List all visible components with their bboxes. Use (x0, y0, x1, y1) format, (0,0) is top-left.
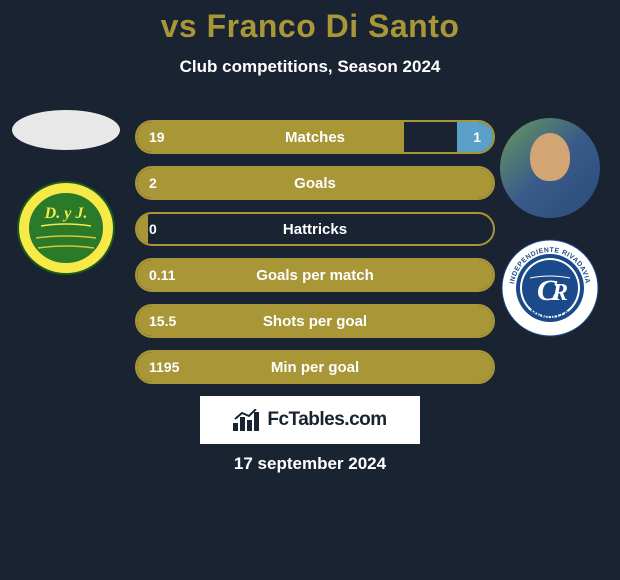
site-name: FcTables.com (267, 409, 386, 431)
stat-label: Shots per goal (137, 306, 493, 336)
page-subtitle: Club competitions, Season 2024 (0, 57, 620, 77)
stat-row: 0.11Goals per match (135, 258, 495, 292)
stats-bars: 19Matches1 2Goals 0Hattricks 0.11Goals per … (135, 120, 495, 396)
left-player-photo-placeholder (12, 110, 120, 150)
stat-right-value: 1 (473, 122, 481, 152)
stat-label: Goals per match (137, 260, 493, 290)
page-title: vs Franco Di Santo (0, 8, 620, 45)
stat-label: Hattricks (137, 214, 493, 244)
site-logo: FcTables.com (200, 396, 420, 444)
stat-row: 19Matches1 (135, 120, 495, 154)
date-text: 17 september 2024 (0, 454, 620, 474)
stat-row: 1195Min per goal (135, 350, 495, 384)
chart-icon (233, 409, 261, 431)
right-player-column: INDEPENDIENTE RIVADAVIA MENDOZA C R (490, 110, 610, 338)
stat-row: 2Goals (135, 166, 495, 200)
left-team-badge: D. y J. (16, 178, 116, 278)
stat-label: Goals (137, 168, 493, 198)
stat-row: 0Hattricks (135, 212, 495, 246)
stat-label: Matches (137, 122, 493, 152)
stat-label: Min per goal (137, 352, 493, 382)
right-player-photo (500, 118, 600, 218)
stat-row: 15.5Shots per goal (135, 304, 495, 338)
svg-text:R: R (551, 280, 568, 306)
left-player-column: D. y J. (6, 110, 126, 278)
svg-text:D. y J.: D. y J. (44, 205, 88, 222)
right-team-badge: INDEPENDIENTE RIVADAVIA MENDOZA C R (500, 238, 600, 338)
